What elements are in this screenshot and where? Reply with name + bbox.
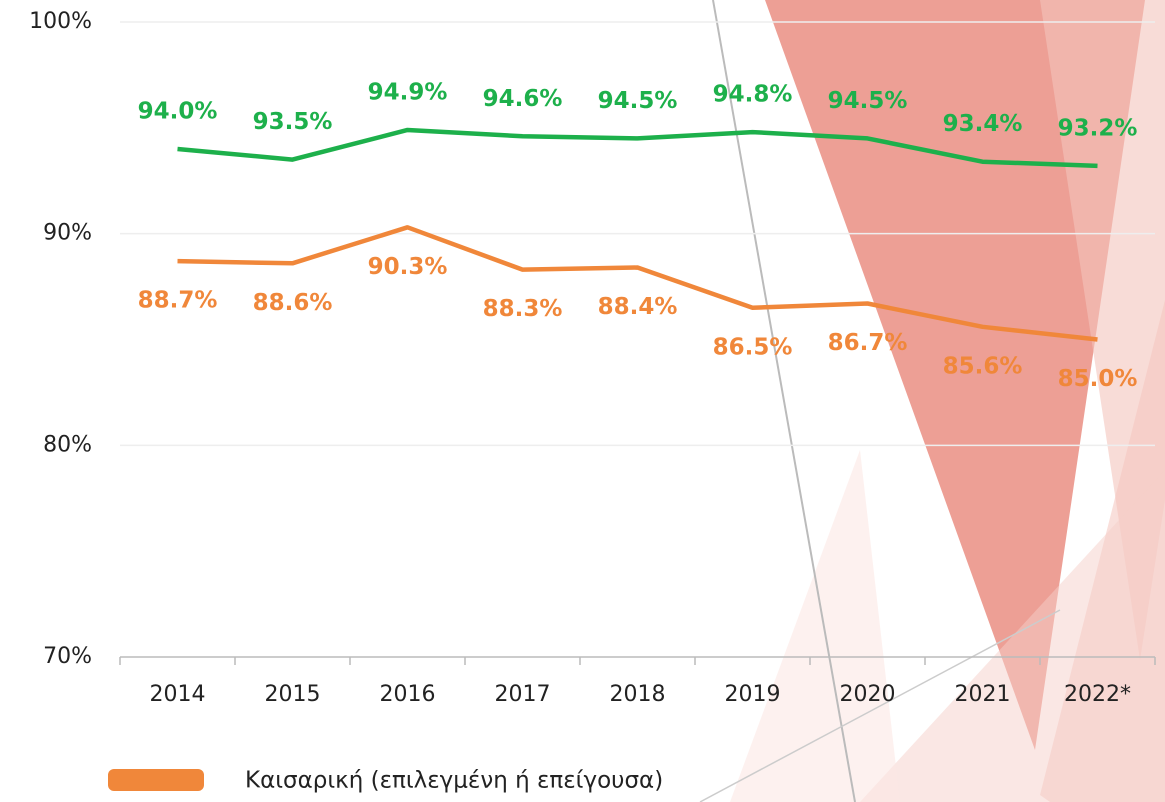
x-tick-label: 2020 <box>840 682 896 707</box>
data-label: 86.5% <box>713 334 793 360</box>
x-tick-label: 2014 <box>150 682 206 707</box>
x-tick-label: 2018 <box>610 682 666 707</box>
data-label: 88.3% <box>483 296 563 322</box>
data-label: 86.7% <box>828 330 908 356</box>
data-label: 88.4% <box>598 294 678 320</box>
series-line <box>177 225 1098 342</box>
y-tick-label: 90% <box>43 221 92 246</box>
data-label: 85.6% <box>943 353 1023 379</box>
data-label: 94.5% <box>598 88 678 114</box>
data-label: 93.5% <box>253 109 333 135</box>
x-tick-label: 2022* <box>1064 682 1131 707</box>
x-tick-label: 2019 <box>725 682 781 707</box>
data-label: 93.2% <box>1058 115 1138 141</box>
x-tick-label: 2015 <box>265 682 321 707</box>
y-tick-label: 70% <box>43 644 92 669</box>
data-label: 90.3% <box>368 254 448 280</box>
data-label: 93.4% <box>943 111 1023 137</box>
series-line <box>177 127 1098 169</box>
y-tick-label: 100% <box>29 9 92 34</box>
data-label: 94.9% <box>368 79 448 105</box>
data-label: 88.7% <box>138 288 218 314</box>
x-tick-label: 2021 <box>955 682 1011 707</box>
data-label: 94.5% <box>828 88 908 114</box>
data-label: 85.0% <box>1058 366 1138 392</box>
data-label: 94.8% <box>713 82 793 108</box>
background-decoration <box>699 0 1165 802</box>
data-label: 94.6% <box>483 86 563 112</box>
x-tick-label: 2016 <box>380 682 436 707</box>
y-tick-label: 80% <box>43 432 92 457</box>
legend-label: Καισαρική (επιλεγμένη ή επείγουσα) <box>245 768 663 794</box>
legend-swatch <box>108 769 204 791</box>
data-label: 94.0% <box>138 99 218 125</box>
data-label: 88.6% <box>253 290 333 316</box>
x-tick-label: 2017 <box>495 682 551 707</box>
